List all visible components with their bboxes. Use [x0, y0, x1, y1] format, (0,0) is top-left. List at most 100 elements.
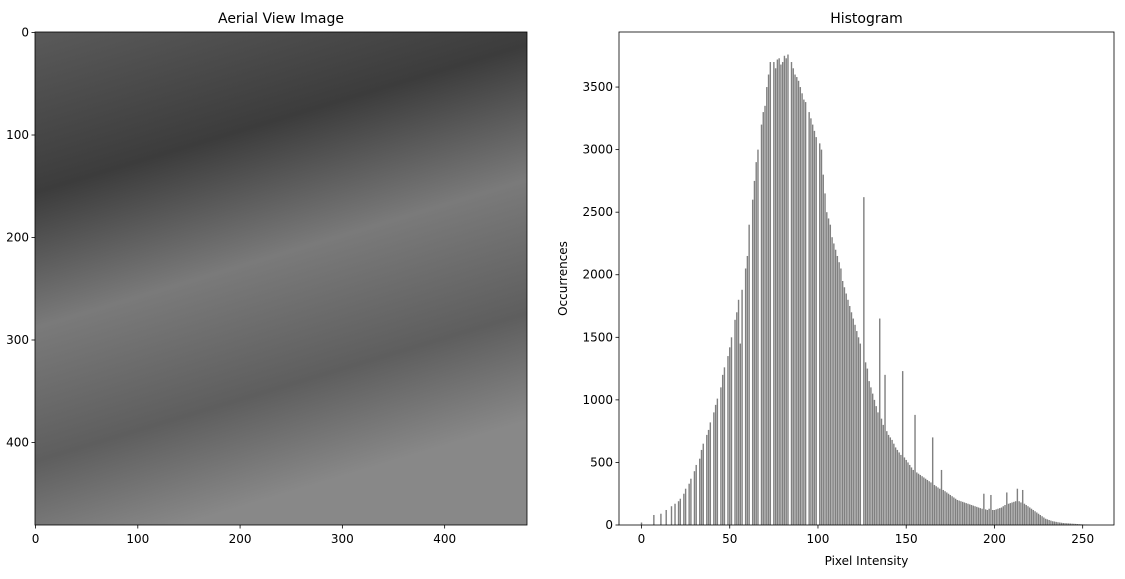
bar: [960, 501, 962, 525]
bar: [1062, 522, 1064, 525]
bar: [690, 478, 692, 525]
bar: [820, 149, 823, 525]
bar: [875, 406, 877, 525]
bar: [714, 404, 717, 525]
bar: [1071, 523, 1073, 525]
bar: [884, 374, 886, 525]
bar: [706, 434, 708, 525]
y-tick-label: 2000: [582, 268, 613, 282]
bar: [1002, 506, 1004, 525]
bar: [909, 464, 911, 525]
bar: [679, 498, 682, 525]
bar: [845, 293, 847, 525]
bar: [1027, 506, 1029, 525]
x-tick-label: 200: [983, 532, 1006, 546]
bar: [889, 437, 892, 525]
bar: [1013, 501, 1015, 525]
bar: [684, 488, 687, 525]
bar: [931, 437, 934, 525]
bar: [923, 477, 925, 525]
bar: [898, 452, 900, 525]
bar: [841, 281, 844, 525]
bar: [856, 331, 858, 525]
bar: [882, 424, 884, 525]
y-tick-label: 400: [6, 435, 29, 449]
bar: [894, 447, 897, 525]
bar: [819, 143, 821, 525]
bar: [866, 368, 869, 525]
bar: [979, 508, 982, 525]
bar: [907, 462, 909, 525]
bar: [933, 484, 936, 525]
bar: [730, 337, 733, 525]
bar: [940, 469, 943, 525]
bar: [864, 362, 867, 525]
bar: [1067, 523, 1070, 525]
bar: [910, 467, 913, 525]
bar: [783, 55, 786, 526]
bar: [1073, 523, 1075, 525]
bar: [930, 482, 932, 525]
bar: [1041, 516, 1043, 525]
bar: [780, 64, 782, 526]
bar: [981, 508, 983, 525]
bar: [999, 508, 1001, 525]
bar: [709, 422, 712, 525]
bar: [988, 508, 990, 525]
bar: [926, 479, 929, 525]
bar: [748, 224, 750, 525]
bar: [833, 243, 835, 525]
bar: [1046, 519, 1049, 525]
y-tick-label: 200: [6, 231, 29, 245]
bar: [660, 513, 662, 525]
bar: [757, 149, 759, 525]
bar: [879, 318, 881, 525]
bar: [799, 87, 802, 525]
bar: [766, 87, 768, 525]
bar: [836, 255, 839, 525]
bar: [1020, 502, 1022, 525]
bar: [695, 464, 697, 525]
bar: [886, 431, 888, 525]
bar: [737, 299, 740, 525]
bar: [827, 218, 830, 525]
bar: [1059, 522, 1061, 525]
bar: [924, 478, 927, 525]
bar: [1007, 503, 1010, 525]
bar: [900, 454, 902, 525]
bar: [969, 504, 971, 525]
bar: [640, 522, 643, 525]
bar: [831, 237, 833, 525]
bar: [873, 399, 876, 525]
bar: [720, 387, 722, 525]
bar: [834, 249, 837, 525]
bar: [1030, 508, 1033, 525]
x-tick-label: 0: [32, 532, 40, 546]
bar: [1023, 503, 1026, 525]
bar: [723, 367, 726, 525]
bar: [983, 493, 985, 525]
bar: [804, 102, 807, 525]
axes-title: Aerial View Image: [218, 11, 344, 27]
bar: [838, 262, 840, 525]
y-tick-label: 3500: [582, 80, 613, 94]
bar: [1050, 520, 1052, 525]
bar: [824, 193, 826, 526]
bar: [850, 312, 853, 525]
bar: [677, 501, 680, 525]
bar: [829, 224, 832, 525]
bar: [822, 174, 824, 526]
bar: [751, 199, 754, 525]
bar: [935, 486, 937, 525]
bar: [1004, 504, 1006, 525]
bar: [976, 506, 978, 525]
bar: [1074, 523, 1077, 525]
x-tick-label: 150: [895, 532, 918, 546]
x-tick-label: 400: [433, 532, 456, 546]
bar: [760, 124, 763, 526]
bar: [986, 509, 989, 525]
bar: [716, 398, 719, 525]
bar: [815, 137, 817, 525]
x-axis-label: Pixel Intensity: [825, 554, 909, 568]
bar: [729, 347, 731, 525]
